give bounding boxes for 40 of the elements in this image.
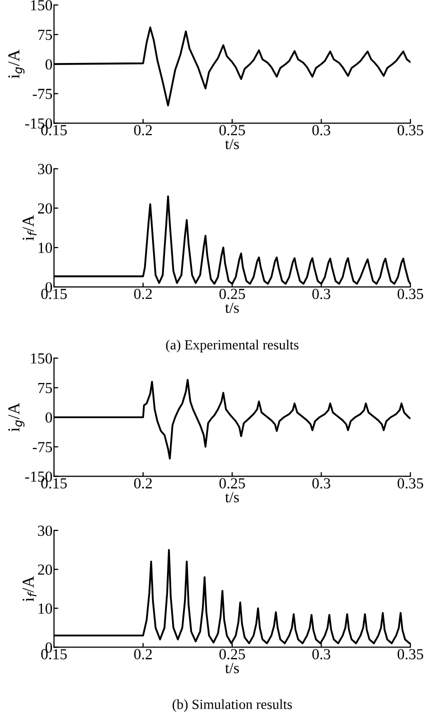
x-tick-label: 0.35 xyxy=(398,125,424,136)
y-tick-label: 75 xyxy=(38,382,52,394)
y-tick-label: 75 xyxy=(38,30,52,40)
y-tick-label: 20 xyxy=(38,564,52,575)
x-tick-label: 0.25 xyxy=(219,288,245,300)
y-tick-label: 0 xyxy=(46,412,52,423)
y-axis-title: i$_{g}$/A xyxy=(8,402,24,432)
x-tick-label: 0.2 xyxy=(134,288,152,300)
y-tick-label: 150 xyxy=(31,0,52,10)
y-tick-label: 10 xyxy=(38,242,52,253)
x-tick-label: 0.2 xyxy=(134,125,152,136)
y-tick-label: -75 xyxy=(32,442,52,452)
text: (a) Experimental results xyxy=(166,340,298,352)
x-tick-label: 0.3 xyxy=(312,649,330,660)
y-tick-label: 10 xyxy=(38,603,52,614)
y-axis-title: i$_{f}$/A xyxy=(22,576,36,602)
y-tick-label: 30 xyxy=(38,526,52,536)
x-tick-label: 0.3 xyxy=(312,478,330,489)
x-tick-label: 0.2 xyxy=(134,478,152,489)
x-tick-label: 0.2 xyxy=(134,649,152,660)
y-tick-label: 30 xyxy=(38,164,52,174)
y-tick-label: 20 xyxy=(38,203,52,214)
y-axis-title: i$_{g}$/A xyxy=(8,50,24,78)
x-tick-label: 0.25 xyxy=(219,478,245,489)
y-axis-title: i$_{f}$/A xyxy=(22,215,36,241)
x-axis-title: t/s xyxy=(225,492,239,502)
x-tick-label: 0.25 xyxy=(219,125,245,136)
x-axis-title: t/s xyxy=(225,662,239,674)
x-tick-label: 0.3 xyxy=(312,288,330,300)
x-tick-label: 0.35 xyxy=(398,649,424,660)
x-tick-label: 0.25 xyxy=(219,649,245,660)
y-tick-label: -75 xyxy=(32,88,52,100)
y-tick-label: 150 xyxy=(31,353,52,364)
x-tick-label: 0.3 xyxy=(312,125,330,136)
x-tick-label: 0.35 xyxy=(398,478,424,489)
x-axis-title: t/s xyxy=(225,302,239,313)
x-tick-label: 0.35 xyxy=(398,288,424,300)
x-axis-title: t/s xyxy=(225,138,239,150)
text: (b) Simulation results xyxy=(172,699,292,712)
y-tick-label: 0 xyxy=(46,59,52,70)
